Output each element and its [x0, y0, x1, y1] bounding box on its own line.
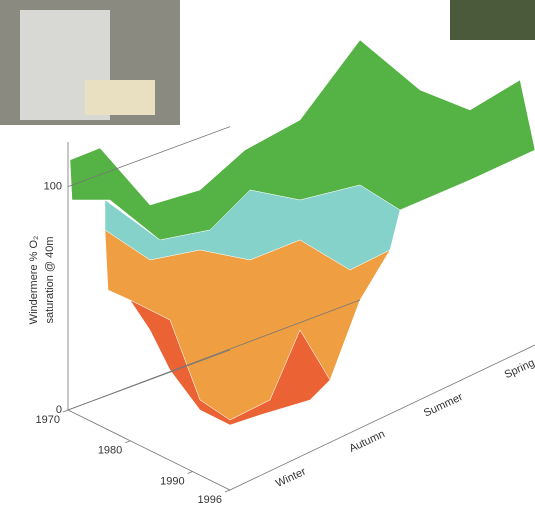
photo-field: [450, 0, 535, 40]
x-tick: [224, 489, 231, 493]
season-label: Autumn: [347, 428, 386, 455]
z-axis-label: Windermere % O₂: [28, 236, 40, 325]
x-tick: [62, 409, 69, 413]
back-axis: [67, 299, 361, 411]
x-tick-label: 1996: [198, 494, 222, 506]
x-tick-label: 1980: [98, 445, 122, 457]
z-tick-label: 100: [44, 181, 62, 193]
axes: [62, 126, 535, 493]
grid-line: [67, 126, 231, 188]
x-tick: [125, 440, 131, 444]
season-axis: [229, 344, 535, 491]
z-tick-label: 0: [56, 404, 62, 416]
season-label: Spring: [503, 357, 535, 381]
x-tick-label: 1970: [36, 414, 60, 426]
photo-device: [85, 80, 155, 115]
surface-band: [129, 299, 331, 426]
x-tick-label: 1990: [160, 475, 184, 487]
x-axis: [67, 409, 231, 491]
season-label: Winter: [274, 466, 308, 490]
surface: [69, 39, 535, 426]
z-axis-label: saturation @ 40m: [44, 237, 56, 324]
x-tick: [187, 471, 193, 474]
